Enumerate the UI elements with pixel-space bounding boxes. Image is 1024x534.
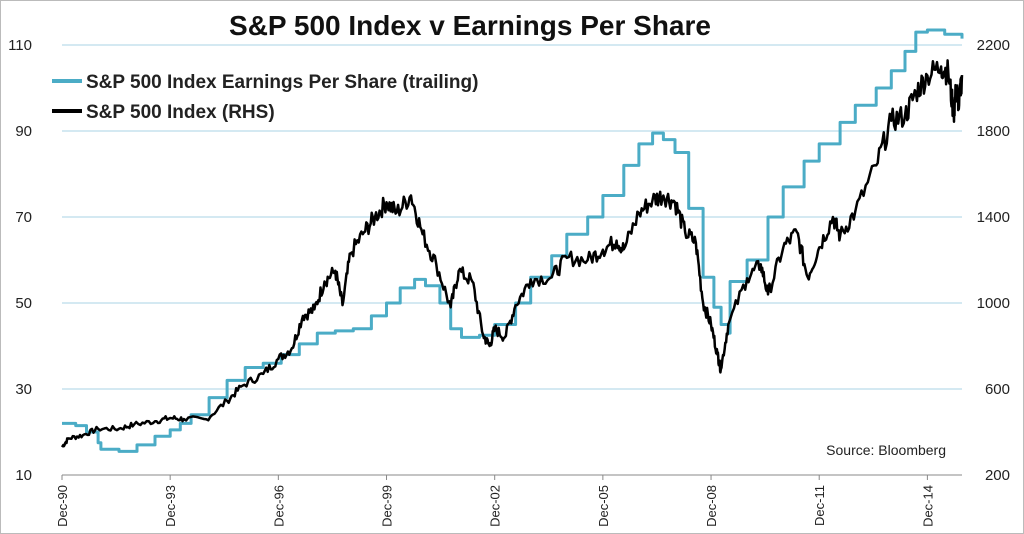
legend: S&P 500 Index Earnings Per Share (traili…	[52, 72, 478, 123]
left-tick-label: 10	[15, 467, 32, 484]
x-tick-label: Dec-14	[920, 485, 935, 527]
left-tick-label: 50	[15, 295, 32, 312]
legend-label-eps: S&P 500 Index Earnings Per Share (traili…	[86, 72, 478, 93]
source-note: Source: Bloomberg	[826, 442, 946, 458]
x-tick-label: Dec-93	[163, 485, 178, 527]
x-tick-label: Dec-08	[704, 485, 719, 527]
eps-series-line	[62, 28, 964, 453]
left-axis: 10 30 50 70 90 110	[8, 37, 32, 484]
x-tick-label: Dec-05	[596, 485, 611, 527]
legend-label-index: S&P 500 Index (RHS)	[86, 102, 275, 123]
chart-title: S&P 500 Index v Earnings Per Share	[229, 10, 711, 41]
series-layer	[60, 28, 964, 453]
index-series-line	[60, 59, 964, 448]
x-tick-label: Dec-02	[488, 485, 503, 527]
x-tick-label: Dec-99	[380, 485, 395, 527]
x-axis: Dec-90 Dec-93 Dec-96 Dec-99 Dec-02 Dec-05 Dec-…	[55, 475, 935, 527]
x-tick-label: Dec-96	[271, 485, 286, 527]
left-tick-label: 110	[8, 37, 32, 54]
left-tick-label: 70	[15, 209, 32, 226]
right-tick-label: 1400	[977, 209, 1010, 226]
right-tick-label: 1000	[977, 295, 1010, 312]
right-tick-label: 600	[985, 381, 1010, 398]
x-tick-label: Dec-11	[812, 485, 827, 526]
right-tick-label: 200	[985, 467, 1010, 484]
right-axis: 200 600 1000 1400 1800 2200	[977, 37, 1010, 484]
left-tick-label: 30	[15, 381, 32, 398]
right-tick-label: 1800	[977, 123, 1010, 140]
left-tick-label: 90	[15, 123, 32, 140]
gridlines	[62, 44, 962, 476]
x-tick-label: Dec-90	[55, 485, 70, 527]
right-tick-label: 2200	[977, 37, 1010, 54]
